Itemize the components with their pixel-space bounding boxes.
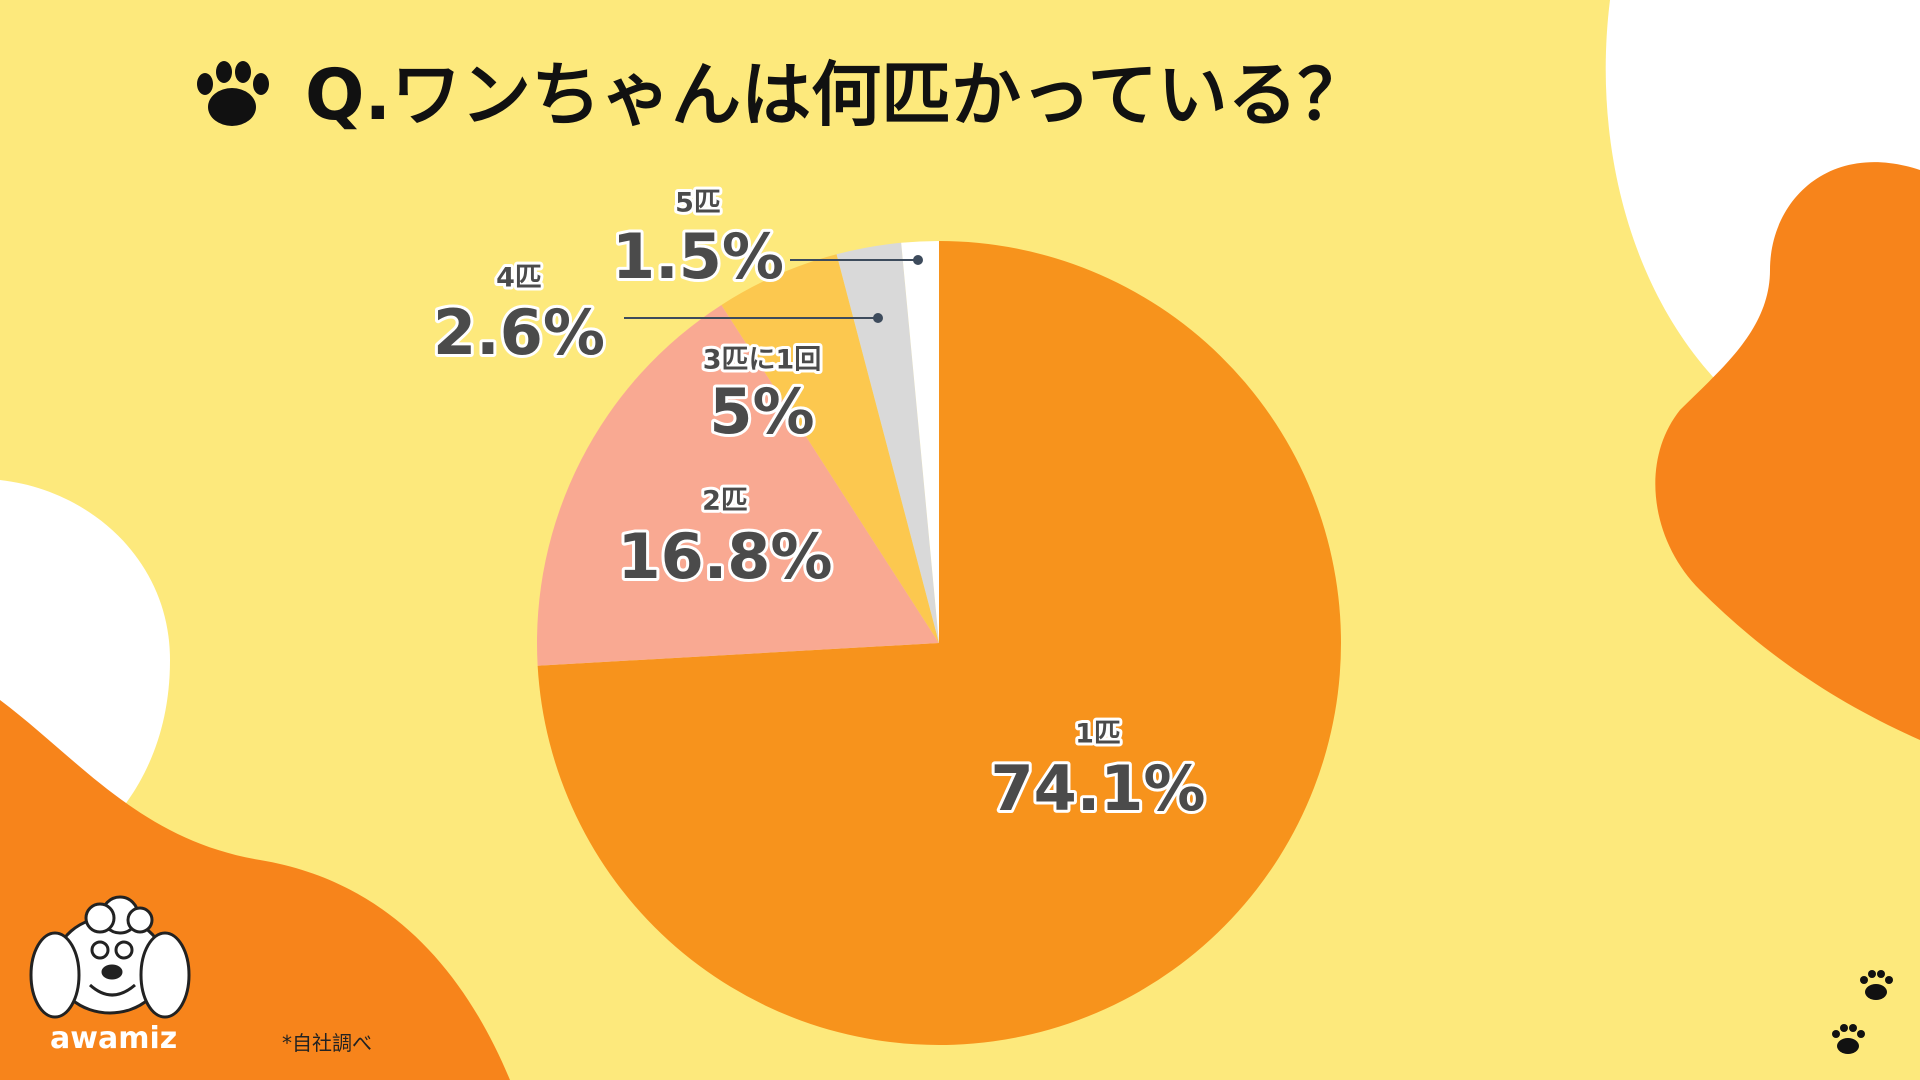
value-label: 74.1% — [990, 752, 1205, 825]
pie — [537, 241, 1341, 1045]
footnote: *自社調べ — [282, 1031, 372, 1055]
value-label: 1.5% — [612, 220, 784, 293]
pie-slice — [537, 241, 1341, 1045]
chart-title: Q.ワンちゃんは何匹かっている？ — [305, 54, 1368, 136]
value-label: 2.6% — [433, 296, 605, 369]
pie-slice — [901, 241, 939, 643]
pie-slice — [721, 254, 939, 644]
category-label: 1匹 — [1075, 719, 1121, 750]
category-label: 4匹 — [496, 263, 542, 294]
leader-dot — [913, 255, 923, 265]
category-label: 2匹 — [702, 486, 748, 517]
paw-icon — [197, 61, 269, 126]
pie-slice — [537, 304, 939, 666]
pie-slice — [836, 242, 939, 643]
value-label: 16.8% — [617, 520, 832, 593]
leader-dot — [873, 313, 883, 323]
paw-small — [1832, 970, 1893, 1054]
category-label: 3匹に1回 — [703, 345, 822, 376]
brand: awamiz — [50, 1021, 177, 1056]
value-label: 5% — [709, 375, 814, 448]
blob-orange-right — [1655, 162, 1920, 741]
category-label: 5匹 — [675, 188, 721, 219]
dog-logo — [29, 895, 191, 1019]
